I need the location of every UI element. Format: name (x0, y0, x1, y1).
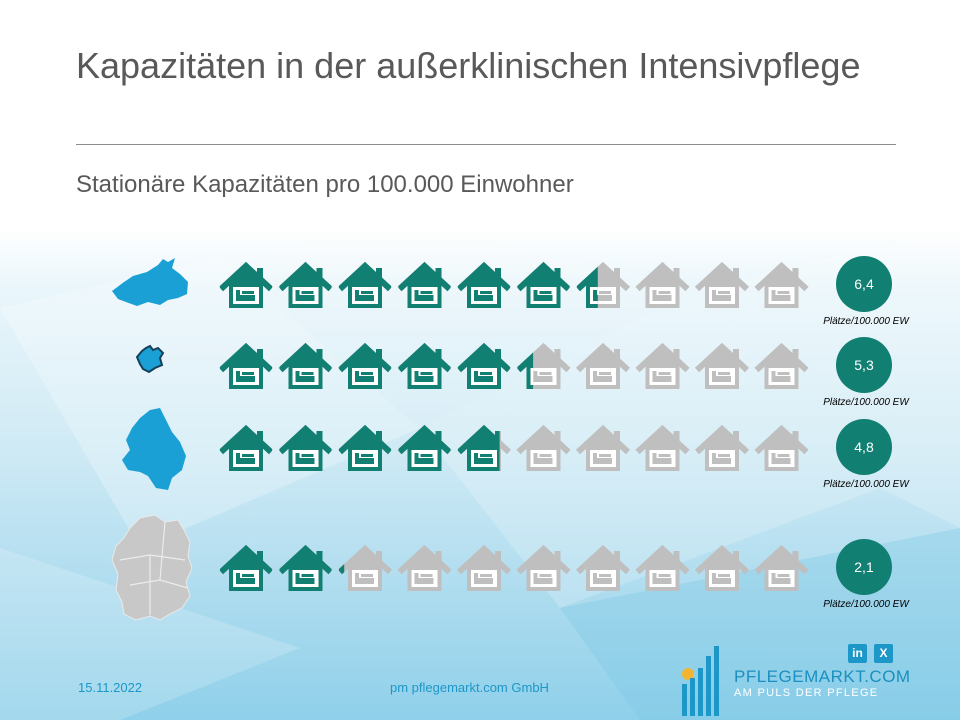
house-bed-icon (578, 549, 628, 591)
house-bed-icon (697, 549, 747, 591)
value-label: 2,1 (854, 559, 874, 575)
footer-organization: pm pflegemarkt.com GmbH (390, 680, 549, 695)
house-bed-icon (757, 429, 807, 471)
mecklenburg-vorpommern-map-icon (112, 258, 188, 306)
value-label: 6,4 (854, 276, 874, 292)
house-bed-icon (757, 549, 807, 591)
house-bed-icon (638, 266, 688, 308)
house-bed-icon (697, 347, 747, 389)
house-bed-icon (459, 549, 509, 591)
house-bed-icon (638, 429, 688, 471)
value-label: 5,3 (854, 357, 874, 373)
sachsen-anhalt-map-icon (122, 408, 186, 490)
house-bed-icon (757, 347, 807, 389)
house-bed-icon (400, 549, 450, 591)
germany-map-icon (111, 514, 193, 621)
logo-sub-text: AM PULS DER PFLEGE (734, 687, 879, 699)
unit-label: Plätze/100.000 EW (823, 599, 910, 610)
house-bed-icon (638, 549, 688, 591)
value-badge (836, 256, 892, 312)
unit-label: Plätze/100.000 EW (823, 316, 910, 327)
house-bed-icon (697, 429, 747, 471)
value-badge (836, 539, 892, 595)
house-bed-icon (519, 347, 569, 389)
house-bed-icon (578, 347, 628, 389)
house-bed-icon (578, 429, 628, 471)
house-bed-icon (697, 266, 747, 308)
title-divider (76, 144, 896, 145)
value-label: 4,8 (854, 439, 874, 455)
house-bed-icon (340, 549, 390, 591)
logo-main-text: PFLEGEMARKT.COM (734, 667, 911, 686)
value-badge (836, 337, 892, 393)
house-bed-icon (578, 266, 628, 308)
pflegemarkt-logo: PFLEGEMARKT.COM AM PULS DER PFLEGE in X (676, 640, 910, 716)
house-bed-icon (757, 266, 807, 308)
page-title: Kapazitäten in der außerklinischen Inten… (76, 45, 861, 86)
page-subtitle: Stationäre Kapazitäten pro 100.000 Einwo… (76, 171, 574, 198)
linkedin-icon[interactable]: in (848, 644, 867, 663)
house-bed-icon (519, 429, 569, 471)
unit-label: Plätze/100.000 EW (823, 479, 910, 490)
berlin-map-icon (135, 344, 165, 374)
house-bed-icon (638, 347, 688, 389)
value-badge (836, 419, 892, 475)
xing-icon[interactable]: X (874, 644, 893, 663)
house-bed-icon (519, 549, 569, 591)
footer-date: 15.11.2022 (78, 680, 143, 695)
unit-label: Plätze/100.000 EW (823, 397, 910, 408)
